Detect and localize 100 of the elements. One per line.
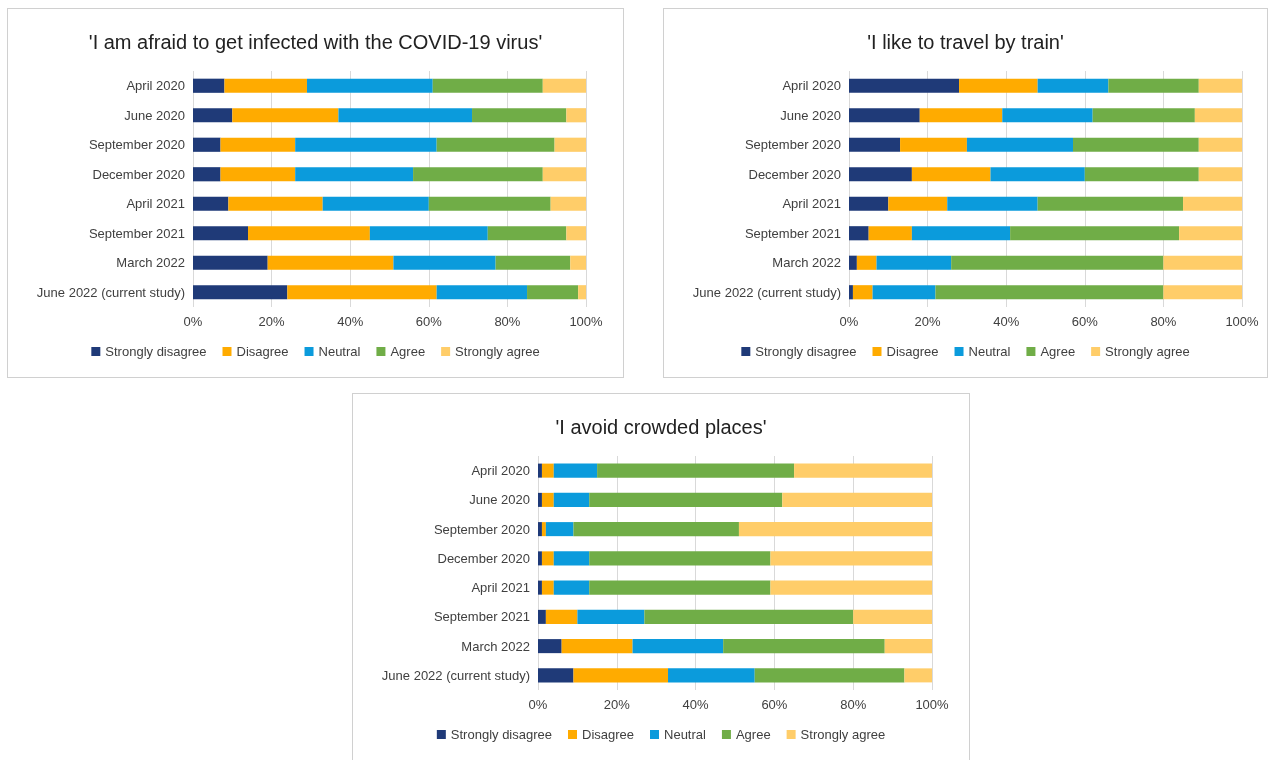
bar xyxy=(553,492,590,507)
y-tick-label: June 2022 (current study) xyxy=(36,284,185,300)
bar xyxy=(232,108,339,123)
bar xyxy=(1073,137,1199,152)
legend-label: Neutral xyxy=(968,344,1011,359)
y-tick-label: April 2020 xyxy=(782,78,841,94)
y-tick-label: April 2021 xyxy=(782,196,841,212)
bar xyxy=(193,108,233,123)
bar xyxy=(1183,196,1242,211)
bar xyxy=(919,108,1003,123)
bar xyxy=(904,668,932,683)
bar xyxy=(849,108,920,123)
bar xyxy=(947,196,1038,211)
bar xyxy=(554,137,586,152)
x-tick-label: 100% xyxy=(569,314,604,329)
bar xyxy=(849,226,869,241)
bar xyxy=(849,78,960,93)
y-tick-label: September 2020 xyxy=(744,137,841,153)
bar xyxy=(295,137,437,152)
bar xyxy=(220,167,296,182)
y-tick-label: June 2020 xyxy=(780,107,841,123)
bar xyxy=(538,522,542,537)
bar xyxy=(541,580,554,595)
bar xyxy=(577,609,645,624)
bar xyxy=(573,522,739,537)
bar xyxy=(868,226,912,241)
bar xyxy=(428,196,551,211)
bar xyxy=(1194,108,1242,123)
bar xyxy=(193,226,249,241)
x-tick-label: 100% xyxy=(1225,314,1260,329)
x-tick-label: 40% xyxy=(993,314,1020,329)
bar xyxy=(900,137,967,152)
bar xyxy=(193,285,288,300)
bar xyxy=(287,285,437,300)
bar xyxy=(322,196,429,211)
bar xyxy=(849,285,853,300)
bar xyxy=(589,492,783,507)
bar xyxy=(538,668,574,683)
bar xyxy=(541,463,554,478)
x-tick-label: 80% xyxy=(840,697,867,712)
legend-label: Agree xyxy=(735,727,771,742)
bar xyxy=(668,668,755,683)
bar xyxy=(550,196,586,211)
bar xyxy=(911,226,1011,241)
legend-label: Strongly disagree xyxy=(450,727,552,742)
bar xyxy=(876,255,952,270)
x-tick-label: 80% xyxy=(1150,314,1177,329)
bar xyxy=(495,255,571,270)
legend-label: Disagree xyxy=(236,344,289,359)
bar xyxy=(738,522,932,537)
bar xyxy=(1198,167,1242,182)
bar xyxy=(436,137,555,152)
bar xyxy=(849,255,857,270)
bar xyxy=(545,609,578,624)
bar xyxy=(338,108,473,123)
bar xyxy=(369,226,488,241)
bar xyxy=(1198,137,1242,152)
bar xyxy=(578,285,586,300)
bar xyxy=(573,668,669,683)
bar xyxy=(193,167,221,182)
bar xyxy=(884,639,932,654)
y-tick-label: April 2021 xyxy=(126,196,185,212)
bar xyxy=(959,78,1038,93)
bar xyxy=(193,196,229,211)
y-tick-label: June 2020 xyxy=(124,107,185,123)
bar xyxy=(561,639,633,654)
bar xyxy=(538,639,562,654)
x-tick-label: 20% xyxy=(914,314,942,329)
legend-label: Strongly agree xyxy=(455,344,540,359)
x-tick-label: 100% xyxy=(915,697,950,712)
x-tick-label: 40% xyxy=(337,314,364,329)
x-tick-label: 20% xyxy=(603,697,631,712)
y-tick-label: March 2022 xyxy=(461,638,530,654)
y-tick-label: June 2022 (current study) xyxy=(692,284,841,300)
bar xyxy=(1037,196,1184,211)
bar xyxy=(770,580,932,595)
y-tick-label: December 2020 xyxy=(748,166,841,182)
bar xyxy=(1092,108,1195,123)
chart-title: 'I avoid crowded places' xyxy=(555,416,767,438)
bar xyxy=(545,522,574,537)
bar xyxy=(589,580,771,595)
bar xyxy=(472,108,567,123)
bar xyxy=(553,580,590,595)
x-tick-label: 60% xyxy=(1071,314,1099,329)
y-tick-label: September 2021 xyxy=(433,609,530,625)
bar xyxy=(951,255,1164,270)
bar xyxy=(1037,78,1109,93)
bar xyxy=(538,609,546,624)
bar xyxy=(267,255,394,270)
legend-label: Strongly agree xyxy=(800,727,886,742)
bar xyxy=(393,255,496,270)
bar xyxy=(541,492,554,507)
bar xyxy=(632,639,724,654)
y-tick-label: April 2020 xyxy=(471,463,530,479)
bar xyxy=(542,78,586,93)
bar xyxy=(553,463,598,478)
bar xyxy=(193,137,221,152)
bar xyxy=(872,285,936,300)
bar xyxy=(487,226,567,241)
bar xyxy=(852,285,873,300)
